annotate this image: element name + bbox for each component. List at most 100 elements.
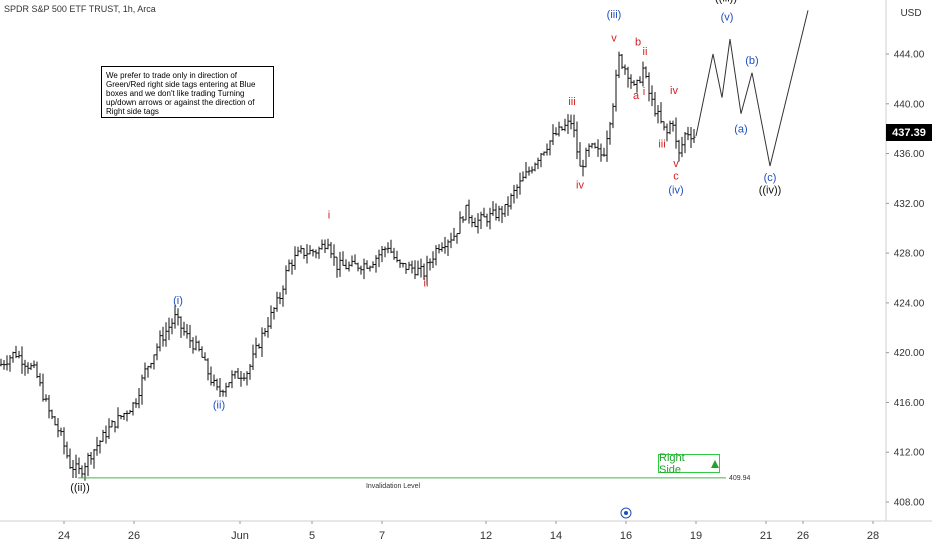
- ohlc-bar: [293, 246, 297, 270]
- ohlc-bar: [101, 429, 105, 442]
- ohlc-bar: [530, 166, 534, 174]
- ohlc-bar: [353, 254, 357, 265]
- ohlc-bar: [590, 143, 594, 149]
- ohlc-bar: [380, 245, 384, 263]
- ohlc-bar: [257, 343, 261, 349]
- ohlc-bar: [149, 362, 153, 369]
- wave-label: v: [673, 158, 679, 170]
- x-tick-label: 26: [797, 530, 809, 542]
- ohlc-bar: [584, 147, 588, 168]
- ohlc-bar: [113, 421, 117, 433]
- ohlc-bar: [692, 129, 696, 143]
- ohlc-bar: [194, 335, 198, 351]
- ohlc-bar: [494, 203, 498, 221]
- ohlc-bar: [344, 259, 348, 270]
- ohlc-bar: [551, 124, 555, 146]
- ohlc-bar: [653, 91, 657, 117]
- y-tick-label: 412.00: [894, 448, 925, 459]
- ohlc-bar: [191, 337, 195, 354]
- ohlc-bar: [473, 217, 477, 228]
- ohlc-bar: [554, 127, 558, 136]
- ohlc-bar: [107, 418, 111, 439]
- ohlc-bar: [188, 324, 192, 349]
- ohlc-bar: [500, 205, 504, 223]
- ohlc-bar: [329, 241, 333, 259]
- y-tick-label: 408.00: [894, 498, 925, 509]
- ohlc-bar: [542, 151, 546, 156]
- ohlc-bar: [395, 250, 399, 263]
- ohlc-bar: [638, 76, 642, 84]
- y-tick-label: 436.00: [894, 149, 925, 160]
- ohlc-bar: [641, 61, 645, 87]
- ohlc-bar: [218, 378, 222, 397]
- x-tick-label: 5: [309, 530, 315, 542]
- ohlc-bar: [599, 143, 603, 162]
- x-tick-label: 14: [550, 530, 562, 542]
- ohlc-bar: [689, 126, 693, 148]
- wave-label: (ii): [213, 400, 225, 412]
- ohlc-bar: [656, 105, 660, 124]
- ohlc-bar: [485, 213, 489, 227]
- ohlc-bar: [545, 143, 549, 156]
- ohlc-bar: [134, 398, 138, 408]
- ohlc-bar: [116, 407, 120, 429]
- wave-label: iv: [576, 179, 584, 191]
- ohlc-bar: [401, 262, 405, 268]
- ohlc-bar: [446, 239, 450, 257]
- ohlc-bar: [539, 153, 543, 168]
- ohlc-bar: [614, 69, 618, 112]
- ohlc-bar: [296, 246, 300, 257]
- ohlc-bar: [248, 363, 252, 380]
- event-marker-icon: [620, 507, 632, 519]
- ohlc-bar: [230, 370, 234, 389]
- ohlc-bar: [26, 362, 30, 374]
- invalidation-layer: Invalidation Level 409.94: [78, 475, 751, 490]
- ohlc-bar: [629, 74, 633, 89]
- ohlc-bar: [467, 199, 471, 224]
- ohlc-bar: [404, 263, 408, 274]
- ohlc-bar: [440, 242, 444, 252]
- y-tick-label: 440.00: [894, 99, 925, 110]
- ohlc-bar: [455, 233, 459, 244]
- ohlc-bar: [548, 140, 552, 156]
- ohlc-bar: [62, 427, 66, 455]
- ohlc-bar: [323, 239, 327, 253]
- ohlc-bar: [254, 337, 258, 359]
- ohlc-bar: [77, 457, 81, 475]
- ohlc-bar: [29, 362, 33, 370]
- ohlc-bar: [335, 256, 339, 278]
- x-tick-label: 21: [760, 530, 772, 542]
- ohlc-bar: [512, 184, 516, 204]
- event-marker-dot: [624, 511, 628, 515]
- ohlc-bar: [110, 419, 114, 428]
- wave-label: b: [635, 36, 641, 48]
- ohlc-bar: [164, 322, 168, 347]
- ohlc-bar: [665, 123, 669, 142]
- ohlc-bar: [557, 121, 561, 137]
- x-tick-label: 26: [128, 530, 140, 542]
- wave-label: (c): [764, 172, 777, 184]
- wave-label: iv: [670, 85, 678, 97]
- ohlc-bar: [506, 196, 510, 216]
- ohlc-bar: [428, 258, 432, 271]
- right-side-tag[interactable]: Right Side: [658, 452, 720, 476]
- ohlc-bar: [332, 244, 336, 266]
- ohlc-bar: [593, 142, 597, 149]
- ohlc-bar: [11, 351, 15, 363]
- ohlc-bar: [422, 263, 426, 280]
- y-tick-label: 444.00: [894, 50, 925, 61]
- ohlc-bar: [452, 227, 456, 241]
- wave-label: (b): [745, 55, 758, 67]
- ohlc-bar: [413, 260, 417, 279]
- x-tick-label: 28: [867, 530, 879, 542]
- ohlc-bar: [179, 316, 183, 338]
- ohlc-bar: [581, 159, 585, 177]
- ohlc-bar: [596, 139, 600, 157]
- ohlc-bar: [491, 201, 495, 216]
- ohlc-bar: [479, 211, 483, 229]
- ohlc-bar: [173, 305, 177, 329]
- wave-label: (a): [734, 123, 747, 135]
- ohlc-bar: [59, 427, 63, 436]
- y-tick-label: 432.00: [894, 199, 925, 210]
